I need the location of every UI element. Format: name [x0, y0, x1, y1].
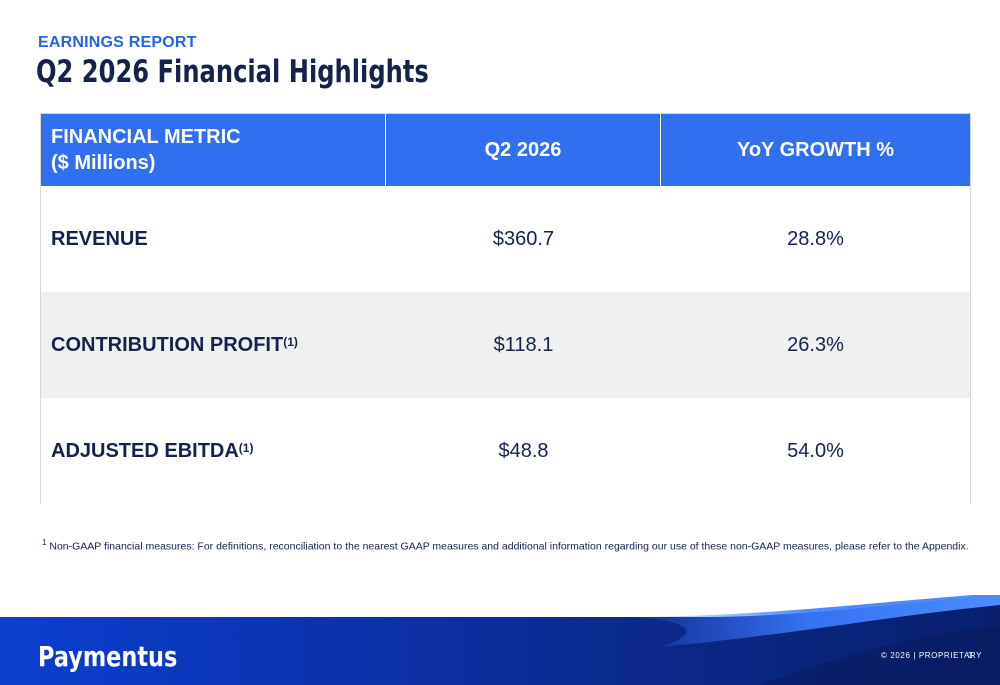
- table-header: FINANCIAL METRIC ($ Millions) Q2 2026 Yo…: [41, 114, 970, 186]
- metric-value: $48.8: [498, 439, 549, 462]
- footnote-text: Non-GAAP financial measures: For definit…: [49, 540, 969, 553]
- metric-name: REVENUE: [41, 186, 386, 292]
- footer-band: [0, 595, 1000, 685]
- column-header-period: Q2 2026: [386, 114, 661, 186]
- column-header-growth: YoY GROWTH %: [736, 138, 895, 161]
- financial-highlights-table: FINANCIAL METRIC ($ Millions) Q2 2026 Yo…: [40, 113, 971, 504]
- metric-label: ADJUSTED EBITDA: [51, 439, 239, 462]
- copyright-text: © 2026 | PROPRIETARY: [881, 651, 983, 660]
- table-row-contribution-profit: CONTRIBUTION PROFIT (1) $118.1 26.3%: [41, 292, 970, 398]
- page-number: 3: [968, 651, 973, 660]
- footnote-marker: (1): [283, 335, 298, 349]
- metric-name: ADJUSTED EBITDA (1): [41, 398, 386, 504]
- metric-value: $360.7: [492, 227, 555, 250]
- metric-growth: 26.3%: [787, 333, 844, 356]
- metric-growth: 54.0%: [787, 439, 844, 462]
- metric-name: CONTRIBUTION PROFIT (1): [41, 292, 386, 398]
- metric-growth: 28.8%: [787, 227, 844, 250]
- column-header-metric-line2: ($ Millions): [51, 152, 156, 174]
- eyebrow-label: EARNINGS REPORT: [38, 34, 197, 51]
- column-header-metric-line1: FINANCIAL METRIC: [51, 126, 241, 148]
- metric-label: REVENUE: [51, 227, 148, 250]
- paymentus-logo: Paymentus: [38, 640, 178, 673]
- footnote-number: 1: [42, 538, 47, 547]
- footnote: 1 Non-GAAP financial measures: For defin…: [42, 538, 969, 553]
- table-row-adjusted-ebitda: ADJUSTED EBITDA (1) $48.8 54.0%: [41, 398, 970, 504]
- page-title: Q2 2026 Financial Highlights: [36, 54, 429, 90]
- table-row-revenue: REVENUE $360.7 28.8%: [41, 186, 970, 292]
- metric-value: $118.1: [493, 333, 554, 356]
- metric-label: CONTRIBUTION PROFIT: [51, 333, 284, 356]
- footer-wave-graphic: [0, 595, 1000, 685]
- column-header-metric: FINANCIAL METRIC ($ Millions): [41, 114, 386, 186]
- footnote-marker: (1): [238, 441, 254, 455]
